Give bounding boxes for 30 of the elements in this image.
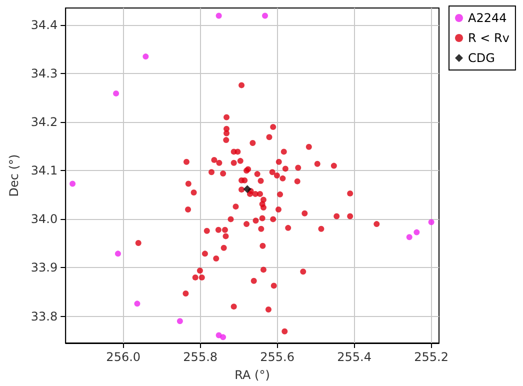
point	[262, 12, 268, 19]
point	[406, 234, 412, 240]
y-tick-label: 34.0	[30, 212, 58, 226]
point	[176, 318, 183, 324]
y-tick-label: 34.1	[30, 164, 58, 178]
x-tick-label: 255.8	[183, 350, 218, 364]
legend-label: CDG	[468, 51, 495, 65]
y-tick-label: 34.4	[30, 18, 58, 32]
y-tick-label: 34.2	[30, 115, 58, 130]
point	[142, 54, 149, 60]
x-tick-label: 255.6	[260, 350, 295, 364]
x-tick-label: 256.0	[106, 350, 141, 364]
y-tick-label: 34.3	[30, 66, 58, 81]
point	[428, 219, 434, 226]
point	[220, 334, 226, 340]
legend-label: R < Rv	[468, 31, 510, 45]
point	[243, 185, 252, 194]
point	[414, 229, 420, 236]
y-axis-title: Dec (°)	[7, 154, 21, 197]
legend-label: A2244	[468, 11, 507, 25]
point	[134, 300, 140, 307]
point	[70, 180, 76, 187]
x-axis-title: RA (°)	[234, 368, 270, 382]
point	[114, 250, 121, 257]
point	[216, 12, 222, 19]
x-tick-label: 255.2	[414, 350, 448, 364]
y-tick-label: 33.9	[30, 260, 58, 275]
point	[113, 90, 120, 96]
x-tick-label: 255.4	[337, 350, 372, 364]
y-tick-label: 33.8	[30, 309, 58, 324]
